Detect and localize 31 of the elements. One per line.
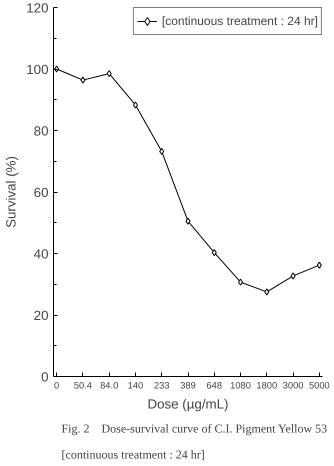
x-tick-label: 648 [206,380,222,390]
point [212,249,217,256]
x-tick-label: 1800 [256,380,278,390]
x-tick-label: 3000 [282,380,304,390]
caption: Fig. 2 Dose-survival curve of C.I. Pigment Yellow 53 [62,422,328,436]
text: [continuous treatment : 24 hr] [62,448,205,462]
legend-label: [continuous treatment : 24 hr] [162,14,318,28]
point [106,70,112,78]
x-tick-label: 50.4 [74,380,92,390]
y-axis-title: Survival (%) [3,156,18,228]
y-tick-label: 60 [34,185,49,200]
x-tick-label: 5000 [308,380,330,390]
y-tick-label: 80 [34,124,49,138]
y-tick-label: 100 [26,62,49,77]
point [159,148,164,155]
y-tick-label: 20 [34,308,49,323]
x-tick-label: 1080 [230,380,251,390]
x-tick-label: 84.0 [100,380,118,390]
point [238,278,244,286]
x-tick-label: 0 [54,380,60,390]
point [290,272,296,280]
point [80,76,86,84]
y-tick-label: 40 [34,246,49,262]
point [316,262,322,269]
y-tick-label: 120 [26,0,49,16]
point [264,288,270,296]
x-tick-label: 389 [180,380,196,390]
point [132,101,138,108]
x-tick-label: 233 [154,380,170,390]
x-axis-title: Dose (µg/mL) [148,396,229,412]
x-tick-label: 140 [128,380,144,390]
